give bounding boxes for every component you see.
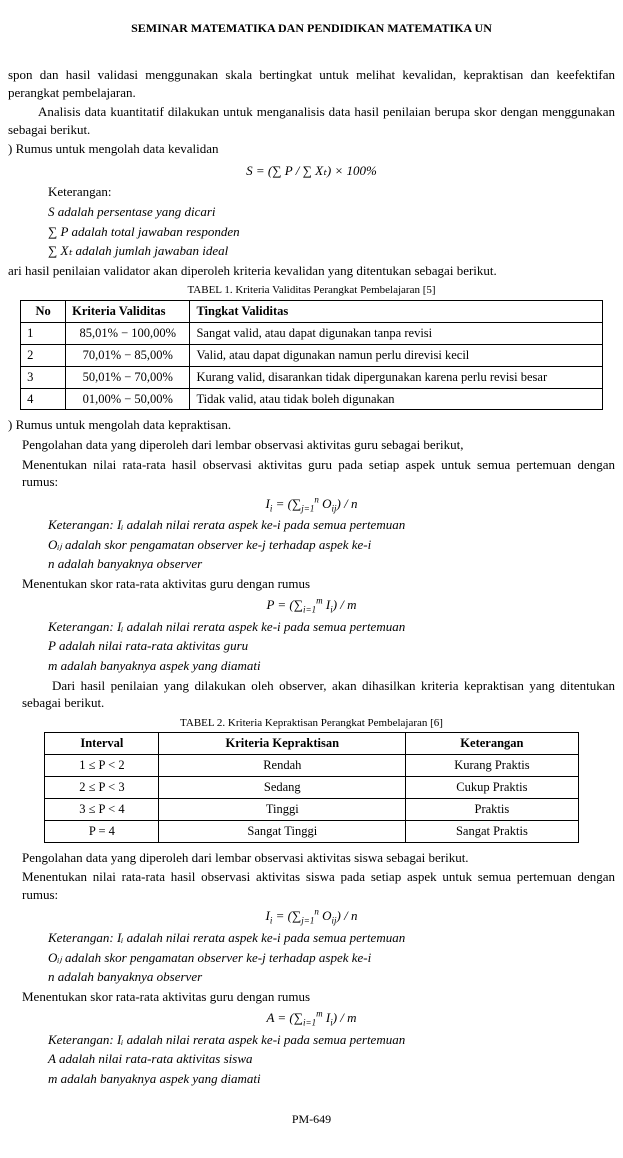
- paragraph-intro-2: Analisis data kuantitatif dilakukan untu…: [8, 103, 615, 138]
- formula-validity: S = (∑ P / ∑ Xₜ) × 100%: [8, 162, 615, 180]
- table-row: P = 4 Sangat Tinggi Sangat Praktis: [45, 820, 578, 842]
- formula-A: A = (∑i=1m Ii) / m: [8, 1009, 615, 1027]
- th-tingkat: Tingkat Validitas: [190, 301, 602, 323]
- page-header: SEMINAR MATEMATIKA DAN PENDIDIKAN MATEMA…: [8, 20, 615, 36]
- paragraph-9: Menentukan nilai rata-rata hasil observa…: [8, 868, 615, 903]
- cell: 3 ≤ P < 4: [45, 799, 159, 821]
- cell: 2: [21, 344, 66, 366]
- cell: Sedang: [159, 777, 406, 799]
- table1-caption: TABEL 1. Kriteria Validitas Perangkat Pe…: [8, 283, 615, 298]
- table-row: 3 50,01% − 70,00% Kurang valid, disarank…: [21, 366, 603, 388]
- cell: Cukup Praktis: [406, 777, 578, 799]
- table-row: 1 ≤ P < 2 Rendah Kurang Praktis: [45, 755, 578, 777]
- cell: 70,01% − 85,00%: [66, 344, 190, 366]
- th-kriteria: Kriteria Validitas: [66, 301, 190, 323]
- cell: Tinggi: [159, 799, 406, 821]
- table-row: 4 01,00% − 50,00% Tidak valid, atau tida…: [21, 388, 603, 410]
- th-keterangan: Keterangan: [406, 733, 578, 755]
- cell: Rendah: [159, 755, 406, 777]
- cell: Sangat Tinggi: [159, 820, 406, 842]
- paragraph-8: Pengolahan data yang diperoleh dari lemb…: [8, 849, 615, 867]
- cell: P = 4: [45, 820, 159, 842]
- ket-5a: Keterangan: Iᵢ adalah nilai rerata aspek…: [8, 1031, 615, 1049]
- ket-label-1: Keterangan:: [8, 183, 615, 201]
- formula-Ii-2: Ii = (∑j=1n Oij) / n: [8, 907, 615, 925]
- cell: 1: [21, 322, 66, 344]
- cell: 3: [21, 366, 66, 388]
- cell: Kurang valid, disarankan tidak diperguna…: [190, 366, 602, 388]
- ket-2b: Oᵢⱼ adalah skor pengamatan observer ke-j…: [8, 536, 615, 554]
- cell: Sangat Praktis: [406, 820, 578, 842]
- table-row: 2 ≤ P < 3 Sedang Cukup Praktis: [45, 777, 578, 799]
- page-number: PM-649: [8, 1111, 615, 1127]
- cell: Valid, atau dapat digunakan namun perlu …: [190, 344, 602, 366]
- ket-3c: m adalah banyaknya aspek yang diamati: [8, 657, 615, 675]
- cell: 01,00% − 50,00%: [66, 388, 190, 410]
- paragraph-3: ari hasil penilaian validator akan diper…: [8, 262, 615, 280]
- formula-P: P = (∑i=1m Ii) / m: [8, 596, 615, 614]
- ket-4b: Oᵢⱼ adalah skor pengamatan observer ke-j…: [8, 949, 615, 967]
- cell: 50,01% − 70,00%: [66, 366, 190, 388]
- th-no: No: [21, 301, 66, 323]
- bullet-validity: ) Rumus untuk mengolah data kevalidan: [8, 140, 615, 158]
- cell: 4: [21, 388, 66, 410]
- ket-1b: ∑ P adalah total jawaban responden: [8, 223, 615, 241]
- table-row: 2 70,01% − 85,00% Valid, atau dapat digu…: [21, 344, 603, 366]
- cell: 85,01% − 100,00%: [66, 322, 190, 344]
- cell: Praktis: [406, 799, 578, 821]
- ket-4a: Keterangan: Iᵢ adalah nilai rerata aspek…: [8, 929, 615, 947]
- paragraph-5: Menentukan nilai rata-rata hasil observa…: [8, 456, 615, 491]
- table-row: 1 85,01% − 100,00% Sangat valid, atau da…: [21, 322, 603, 344]
- ket-5c: m adalah banyaknya aspek yang diamati: [8, 1070, 615, 1088]
- ket-1a: S adalah persentase yang dicari: [8, 203, 615, 221]
- th-kriteria: Kriteria Kepraktisan: [159, 733, 406, 755]
- ket-3b: P adalah nilai rata-rata aktivitas guru: [8, 637, 615, 655]
- cell: Kurang Praktis: [406, 755, 578, 777]
- table-row: Interval Kriteria Kepraktisan Keterangan: [45, 733, 578, 755]
- table-row: 3 ≤ P < 4 Tinggi Praktis: [45, 799, 578, 821]
- paragraph-6: Menentukan skor rata-rata aktivitas guru…: [8, 575, 615, 593]
- ket-5b: A adalah nilai rata-rata aktivitas siswa: [8, 1050, 615, 1068]
- paragraph-7: Dari hasil penilaian yang dilakukan oleh…: [8, 677, 615, 712]
- th-interval: Interval: [45, 733, 159, 755]
- ket-4c: n adalah banyaknya observer: [8, 968, 615, 986]
- formula-Ii-1: Ii = (∑j=1n Oij) / n: [8, 495, 615, 513]
- paragraph-10: Menentukan skor rata-rata aktivitas guru…: [8, 988, 615, 1006]
- cell: Tidak valid, atau tidak boleh digunakan: [190, 388, 602, 410]
- ket-2c: n adalah banyaknya observer: [8, 555, 615, 573]
- table-row: No Kriteria Validitas Tingkat Validitas: [21, 301, 603, 323]
- paragraph-4: Pengolahan data yang diperoleh dari lemb…: [8, 436, 615, 454]
- table-kepraktisan: Interval Kriteria Kepraktisan Keterangan…: [44, 732, 578, 842]
- cell: 2 ≤ P < 3: [45, 777, 159, 799]
- cell: 1 ≤ P < 2: [45, 755, 159, 777]
- paragraph-intro-1: spon dan hasil validasi menggunakan skal…: [8, 66, 615, 101]
- table2-caption: TABEL 2. Kriteria Kepraktisan Perangkat …: [8, 716, 615, 731]
- ket-3a: Keterangan: Iᵢ adalah nilai rerata aspek…: [8, 618, 615, 636]
- cell: Sangat valid, atau dapat digunakan tanpa…: [190, 322, 602, 344]
- bullet-practicality: ) Rumus untuk mengolah data kepraktisan.: [8, 416, 615, 434]
- ket-2a: Keterangan: Iᵢ adalah nilai rerata aspek…: [8, 516, 615, 534]
- table-validitas: No Kriteria Validitas Tingkat Validitas …: [20, 300, 603, 410]
- ket-1c: ∑ Xₜ adalah jumlah jawaban ideal: [8, 242, 615, 260]
